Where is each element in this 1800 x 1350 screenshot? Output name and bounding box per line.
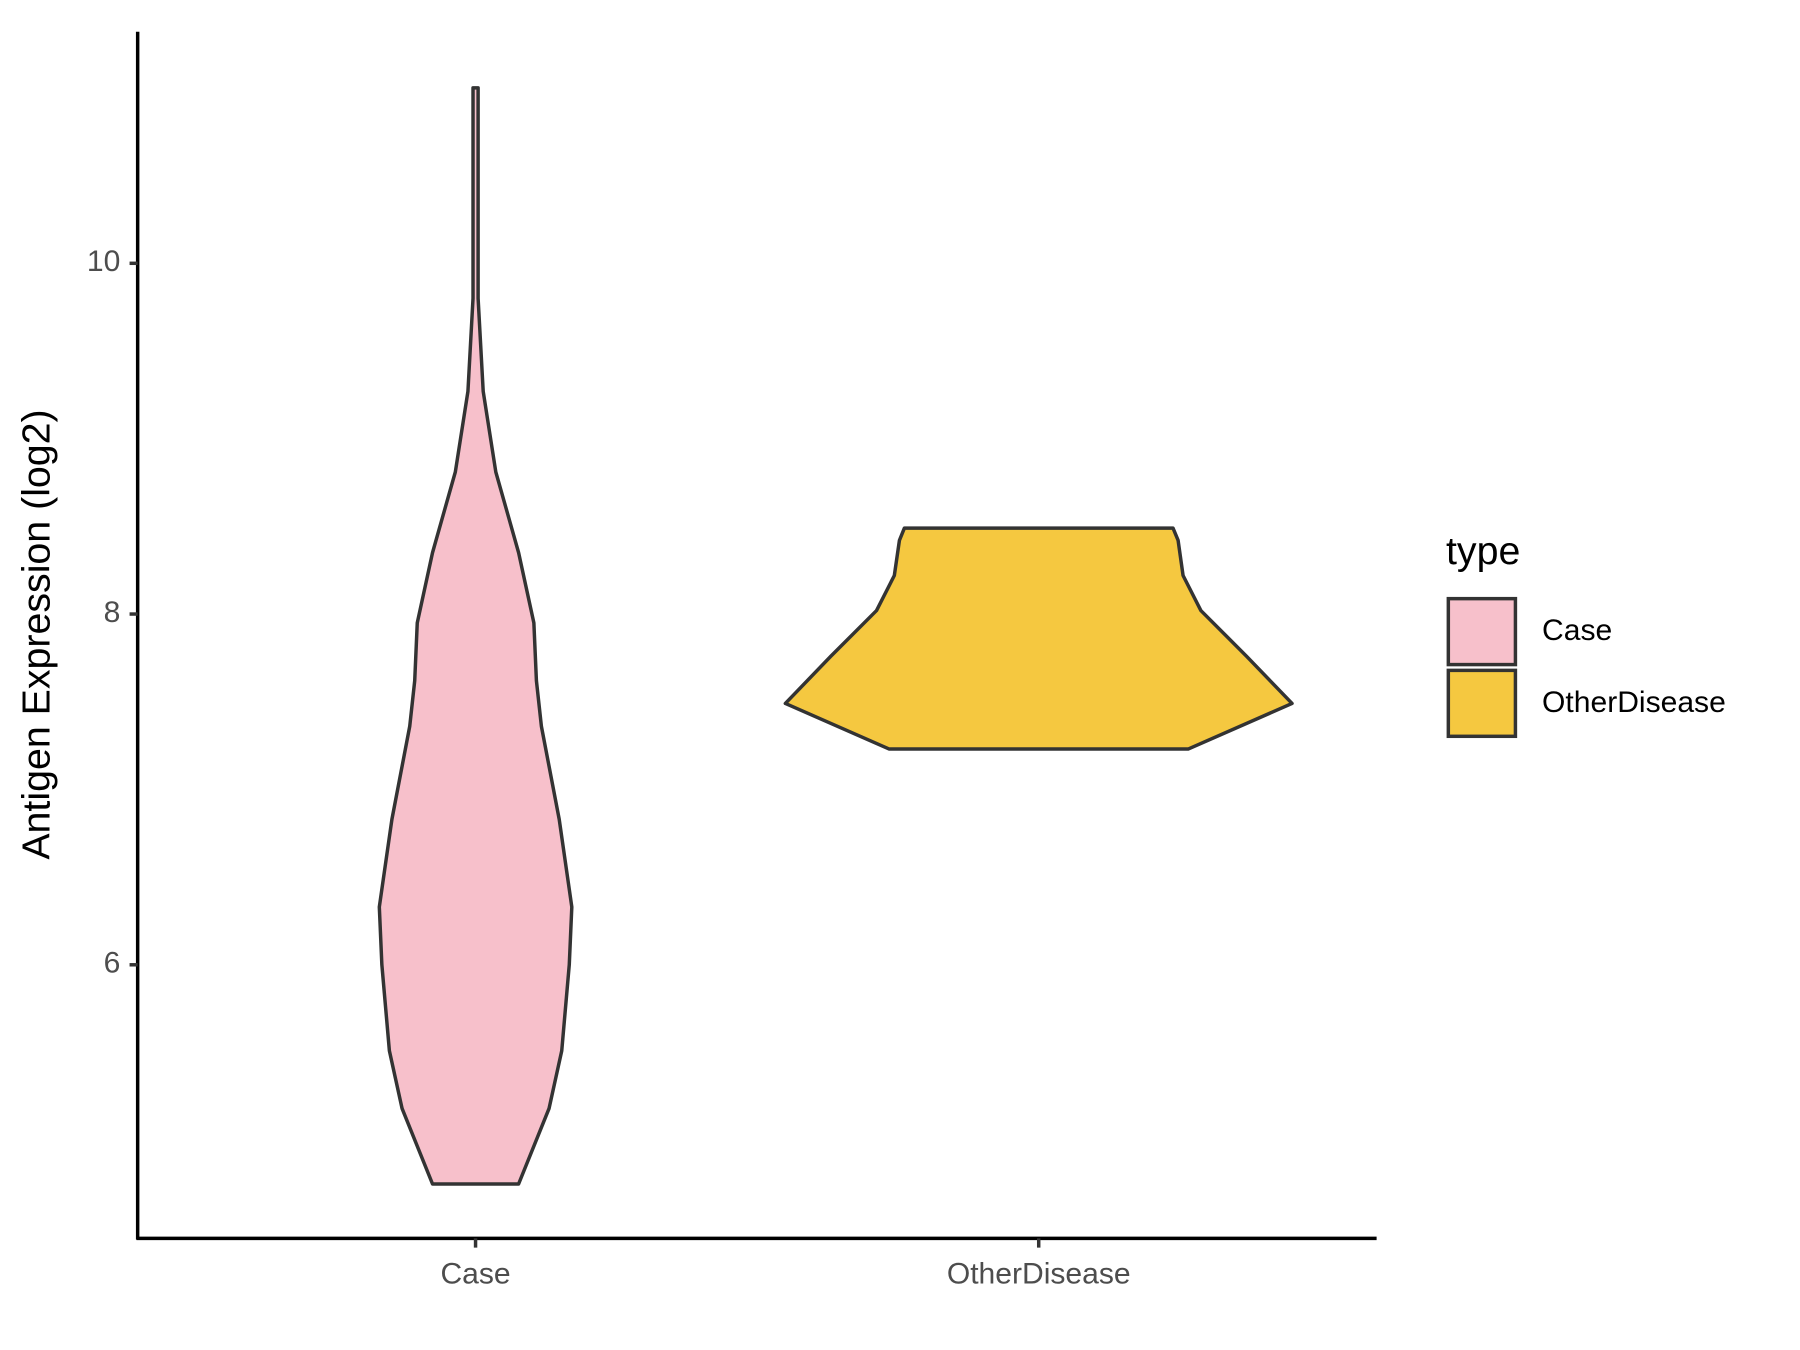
legend-swatch xyxy=(1446,668,1518,739)
violin xyxy=(783,526,1294,751)
y-axis-label: Antigen Expression (log2) xyxy=(15,409,59,859)
y-tick-label: 10 xyxy=(87,245,120,278)
legend-label: Case xyxy=(1542,614,1612,647)
violin xyxy=(377,86,574,1186)
x-tick-label: Case xyxy=(440,1257,510,1290)
legend-label: OtherDisease xyxy=(1542,686,1726,719)
y-tick-label: 6 xyxy=(104,947,121,980)
legend-title: type xyxy=(1446,529,1520,573)
x-tick-label: OtherDisease xyxy=(947,1257,1131,1290)
y-tick-label: 8 xyxy=(104,596,121,629)
legend-swatch xyxy=(1446,596,1518,667)
